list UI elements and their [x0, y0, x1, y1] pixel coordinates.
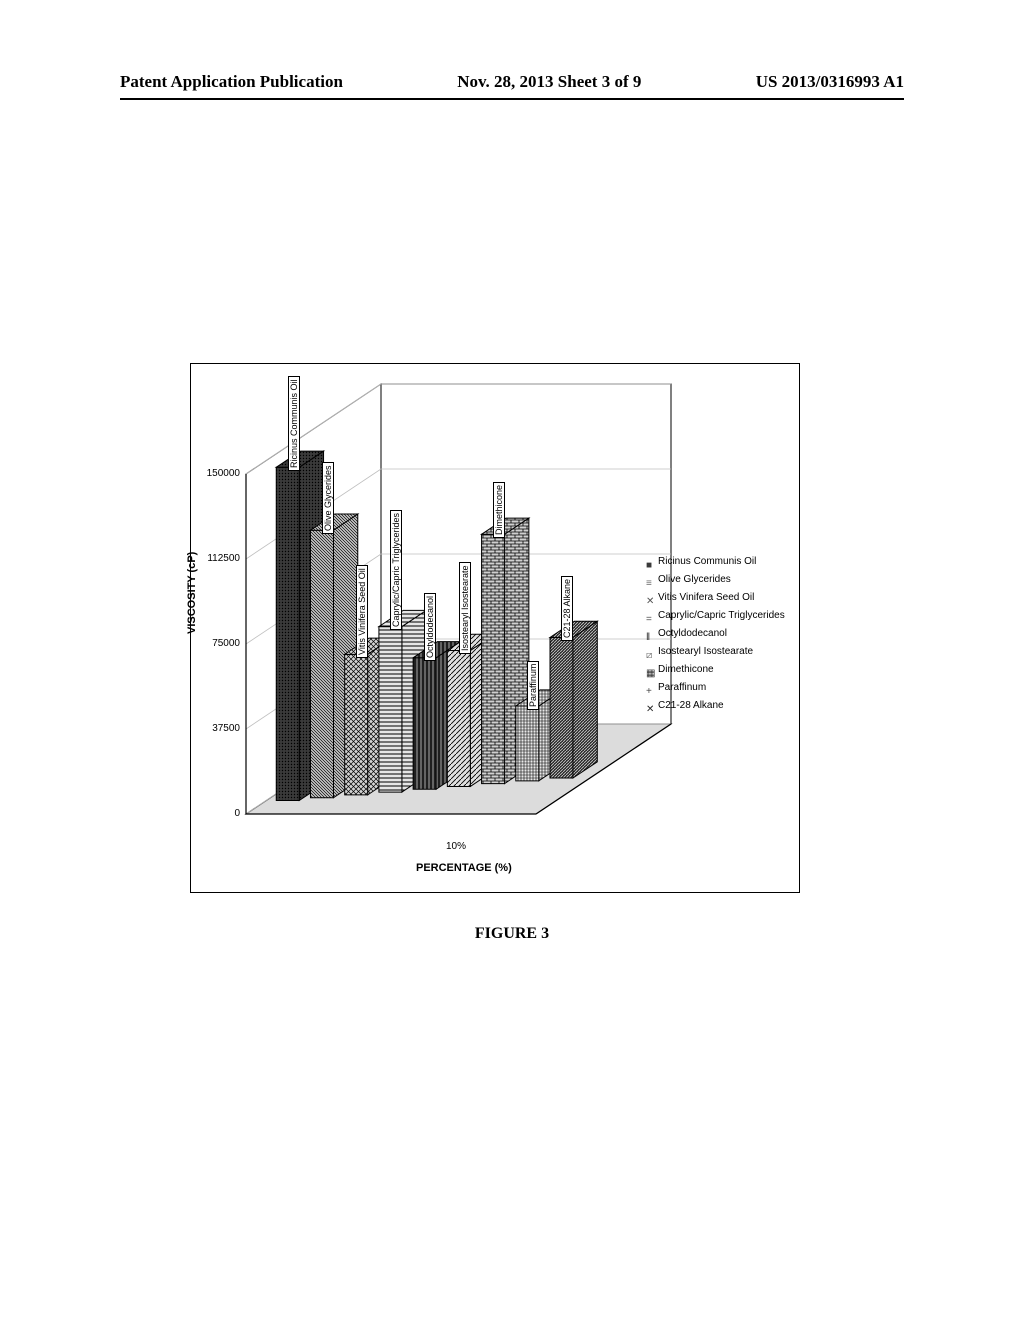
legend-marker-icon: = — [646, 612, 654, 620]
legend-marker-icon: ▦ — [646, 666, 654, 674]
legend-marker-icon: + — [646, 684, 654, 692]
legend-label: C21-28 Alkane — [654, 698, 724, 714]
legend-marker-icon: ‖ — [646, 630, 654, 638]
legend-label: Paraffinum — [654, 680, 706, 696]
y-tick: 75000 — [198, 638, 240, 649]
bar-label: C21-28 Alkane — [561, 576, 573, 641]
y-axis-title: VISCOSITY (cP) — [186, 552, 198, 634]
legend-item: ✕Vitis Vinifera Seed Oil — [646, 590, 785, 606]
bar-label: Paraffinum — [527, 660, 539, 709]
y-tick: 150000 — [198, 468, 240, 479]
legend-label: Dimethicone — [654, 662, 714, 678]
legend-item: ■Ricinus Communis Oil — [646, 554, 785, 570]
y-tick: 0 — [198, 808, 240, 819]
legend-marker-icon: ■ — [646, 558, 654, 566]
bar-label: Caprylic/Capric Triglycerides — [390, 510, 402, 630]
legend-label: Caprylic/Capric Triglycerides — [654, 608, 785, 624]
bar-label: Olive Glycerides — [322, 462, 334, 534]
header-rule — [120, 98, 904, 100]
legend-marker-icon: ⧄ — [646, 648, 654, 656]
header-mid: Nov. 28, 2013 Sheet 3 of 9 — [457, 72, 641, 92]
legend-item: ⧄Isostearyl Isostearate — [646, 644, 785, 660]
bar-label: Isostearyl Isostearate — [459, 562, 471, 654]
legend-marker-icon: ✕ — [646, 594, 654, 602]
legend-label: Vitis Vinifera Seed Oil — [654, 590, 754, 606]
legend-label: Octyldodecanol — [654, 626, 727, 642]
y-tick: 37500 — [198, 723, 240, 734]
legend-item: ≡Olive Glycerides — [646, 572, 785, 588]
legend: ■Ricinus Communis Oil≡Olive Glycerides✕V… — [646, 554, 785, 716]
x-axis-title: PERCENTAGE (%) — [416, 862, 512, 874]
figure-frame: VISCOSITY (cP) 03750075000112500150000 1… — [190, 363, 800, 893]
figure-caption: FIGURE 3 — [0, 925, 1024, 943]
header-left: Patent Application Publication — [120, 72, 343, 92]
legend-item: =Caprylic/Capric Triglycerides — [646, 608, 785, 624]
legend-label: Olive Glycerides — [654, 572, 731, 588]
legend-label: Isostearyl Isostearate — [654, 644, 753, 660]
bar-label: Dimethicone — [493, 482, 505, 538]
bar-label: Vitis Vinifera Seed Oil — [356, 565, 368, 658]
page-header: Patent Application Publication Nov. 28, … — [120, 72, 904, 92]
legend-marker-icon: ≡ — [646, 576, 654, 584]
page: Patent Application Publication Nov. 28, … — [0, 0, 1024, 1320]
y-tick: 112500 — [198, 553, 240, 564]
bar-label: Ricinus Communis Oil — [288, 376, 300, 471]
bar-label: Octyldodecanol — [424, 593, 436, 661]
legend-item: ▦Dimethicone — [646, 662, 785, 678]
legend-marker-icon: ✕ — [646, 702, 654, 710]
legend-item: +Paraffinum — [646, 680, 785, 696]
header-right: US 2013/0316993 A1 — [756, 72, 904, 92]
legend-label: Ricinus Communis Oil — [654, 554, 756, 570]
x-tick-10pct: 10% — [446, 841, 466, 852]
legend-item: ‖Octyldodecanol — [646, 626, 785, 642]
legend-item: ✕C21-28 Alkane — [646, 698, 785, 714]
